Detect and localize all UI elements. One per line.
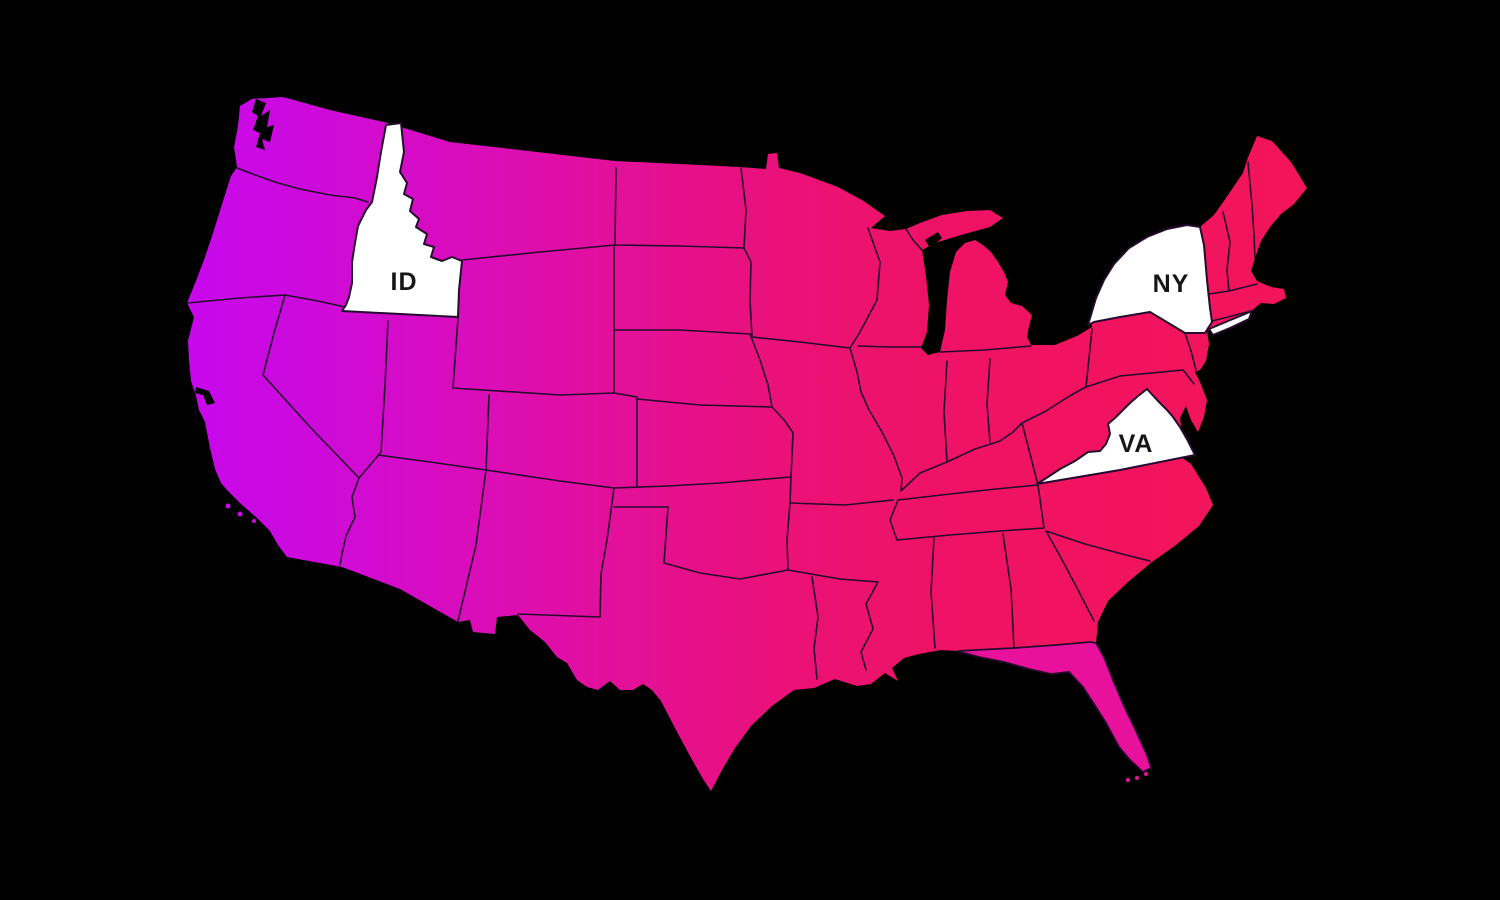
channel-island: [252, 519, 256, 523]
state-florida: [956, 641, 1153, 774]
florida-key: [1126, 778, 1130, 782]
green-bay: [925, 232, 942, 248]
islands: [225, 503, 1148, 782]
state-new-york-long-island[interactable]: [1208, 310, 1253, 336]
state-borders: [187, 161, 1258, 680]
state-labels: ID NY VA: [391, 268, 1190, 458]
label-new-york: NY: [1153, 270, 1190, 298]
label-virginia: VA: [1119, 430, 1154, 458]
channel-island: [237, 511, 243, 517]
channel-island: [225, 503, 231, 509]
state-idaho[interactable]: [341, 122, 463, 318]
water-overlays: [195, 99, 942, 405]
us-landmass: [187, 97, 1307, 791]
san-francisco-bay: [195, 387, 215, 405]
state-virginia[interactable]: [1036, 388, 1196, 485]
state-new-york[interactable]: [1087, 224, 1213, 334]
florida-key: [1144, 772, 1148, 776]
highlighted-states: [341, 122, 1253, 485]
florida-key: [1135, 776, 1139, 780]
puget-sound: [252, 99, 274, 150]
label-idaho: ID: [391, 268, 418, 296]
